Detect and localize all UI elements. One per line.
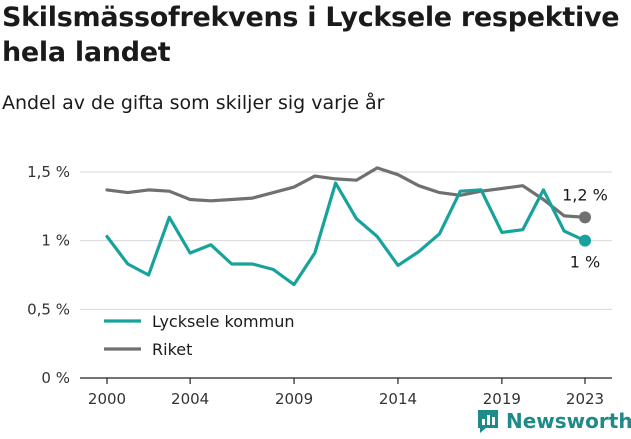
y-tick-label: 0,5 % <box>27 300 70 318</box>
x-tick-label: 2000 <box>88 390 126 408</box>
chart-title: Skilsmässofrekvens i Lycksele respektive… <box>2 2 620 68</box>
series-end-label: 1 % <box>570 253 600 272</box>
series-end-label: 1,2 % <box>562 185 608 204</box>
y-tick-label: 1,5 % <box>27 163 70 181</box>
y-axis-ticks: 0 % 0,5 % 1 % 1,5 % <box>27 163 70 387</box>
x-tick-label: 2023 <box>566 390 604 408</box>
legend: Lycksele kommun Riket <box>104 312 294 359</box>
x-tick-label: 2019 <box>483 390 521 408</box>
series-end-point <box>579 234 591 247</box>
legend-label: Riket <box>152 340 192 359</box>
x-axis: 2000 2004 2009 2014 2019 2023 <box>88 378 604 408</box>
series-lines: 1,2 % 1 % <box>105 166 608 287</box>
x-tick-label: 2009 <box>275 390 313 408</box>
brand-logo: Newsworthy <box>476 406 631 436</box>
series-line-riket <box>105 166 587 219</box>
x-tick-label: 2014 <box>379 390 417 408</box>
gridlines <box>80 171 612 379</box>
series-end-point <box>579 211 591 224</box>
brand-name: Newsworthy <box>506 409 631 433</box>
y-tick-label: 0 % <box>41 369 70 387</box>
chart-subtitle: Andel av de gifta som skiljer sig varje … <box>2 92 385 114</box>
legend-label: Lycksele kommun <box>152 312 294 331</box>
x-tick-label: 2004 <box>171 390 209 408</box>
newsworthy-logo-icon <box>478 410 498 433</box>
series-line-lycksele <box>105 181 587 287</box>
y-tick-label: 1 % <box>41 232 70 250</box>
